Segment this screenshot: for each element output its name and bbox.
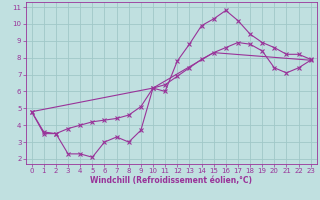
X-axis label: Windchill (Refroidissement éolien,°C): Windchill (Refroidissement éolien,°C) [90,176,252,185]
